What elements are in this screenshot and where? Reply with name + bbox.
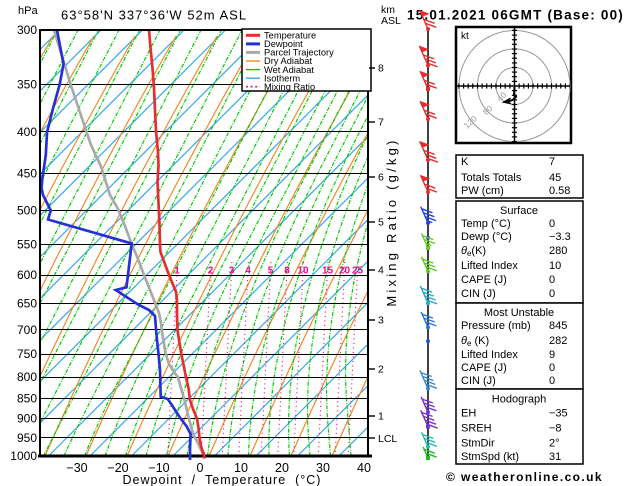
svg-text:CAPE (J): CAPE (J) [461, 274, 507, 286]
svg-text:Pressure (mb): Pressure (mb) [461, 320, 531, 332]
svg-text:7: 7 [378, 117, 384, 129]
svg-text:StmDir: StmDir [461, 438, 495, 450]
svg-text:25: 25 [352, 266, 364, 277]
svg-text:650: 650 [17, 297, 37, 311]
svg-text:750: 750 [17, 347, 37, 361]
svg-text:2: 2 [208, 266, 214, 277]
svg-text:−35: −35 [549, 408, 568, 420]
svg-text:0: 0 [549, 218, 555, 230]
svg-text:350: 350 [17, 78, 37, 92]
svg-text:450: 450 [17, 167, 37, 181]
svg-text:7: 7 [549, 156, 555, 168]
svg-text:15: 15 [322, 266, 334, 277]
svg-text:5: 5 [268, 266, 274, 277]
svg-text:km: km [381, 4, 395, 16]
svg-text:280: 280 [549, 245, 567, 257]
svg-text:−8: −8 [549, 423, 562, 435]
svg-text:Temp (°C): Temp (°C) [461, 218, 511, 230]
svg-text:© weatheronline.co.uk: © weatheronline.co.uk [446, 470, 603, 484]
svg-text:Surface: Surface [500, 205, 538, 217]
svg-text:282: 282 [549, 335, 567, 347]
svg-text:Dewpoint / Temperature (°C): Dewpoint / Temperature (°C) [123, 473, 322, 486]
svg-text:−20: −20 [107, 461, 128, 475]
svg-text:45: 45 [549, 172, 561, 184]
svg-text:31: 31 [549, 451, 561, 463]
svg-text:Hodograph: Hodograph [492, 394, 546, 406]
svg-text:Most Unstable: Most Unstable [484, 307, 554, 319]
svg-text:5: 5 [378, 217, 384, 229]
svg-text:3: 3 [378, 315, 384, 327]
svg-text:SREH: SREH [461, 423, 492, 435]
svg-text:20: 20 [275, 461, 289, 475]
svg-text:0: 0 [549, 362, 555, 374]
svg-text:Wet Adiabat: Wet Adiabat [264, 65, 314, 75]
svg-text:kt: kt [461, 31, 469, 42]
svg-text:0: 0 [197, 461, 204, 475]
svg-text:700: 700 [17, 323, 37, 337]
svg-text:−3.3: −3.3 [549, 231, 571, 243]
svg-text:hPa: hPa [18, 5, 38, 17]
svg-text:900: 900 [17, 412, 37, 426]
svg-text:Lifted Index: Lifted Index [461, 260, 518, 272]
svg-text:30: 30 [316, 461, 330, 475]
svg-text:Totals Totals: Totals Totals [461, 172, 522, 184]
svg-text:1: 1 [378, 411, 384, 423]
svg-text:CIN (J): CIN (J) [461, 288, 496, 300]
svg-text:300: 300 [17, 23, 37, 37]
svg-text:3: 3 [229, 266, 235, 277]
svg-text:θe(K): θe(K) [461, 245, 486, 258]
svg-text:8: 8 [378, 63, 384, 75]
svg-text:10: 10 [549, 260, 561, 272]
svg-text:800: 800 [17, 370, 37, 384]
svg-text:Parcel Trajectory: Parcel Trajectory [264, 48, 334, 58]
svg-text:500: 500 [17, 204, 37, 218]
svg-text:θe (K): θe (K) [461, 335, 489, 348]
svg-text:400: 400 [17, 125, 37, 139]
svg-text:Dewpoint: Dewpoint [264, 39, 303, 49]
svg-text:2: 2 [378, 364, 384, 376]
svg-text:9: 9 [549, 349, 555, 361]
svg-text:15.01.2021 06GMT (Base: 00): 15.01.2021 06GMT (Base: 00) [407, 8, 624, 23]
svg-text:1: 1 [174, 266, 180, 277]
svg-text:40: 40 [357, 461, 371, 475]
svg-text:10: 10 [234, 461, 248, 475]
svg-text:PW (cm): PW (cm) [461, 185, 504, 197]
svg-text:600: 600 [17, 268, 37, 282]
svg-text:Dry Adiabat: Dry Adiabat [264, 56, 312, 66]
svg-text:550: 550 [17, 238, 37, 252]
svg-text:K: K [461, 156, 469, 168]
svg-text:Dewp (°C): Dewp (°C) [461, 231, 512, 243]
svg-text:Lifted Index: Lifted Index [461, 349, 518, 361]
svg-text:CIN (J): CIN (J) [461, 375, 496, 387]
svg-text:LCL: LCL [378, 433, 397, 445]
svg-text:Isotherm: Isotherm [264, 73, 300, 83]
svg-text:0: 0 [549, 288, 555, 300]
svg-text:0: 0 [549, 274, 555, 286]
svg-text:EH: EH [461, 408, 476, 420]
svg-text:2°: 2° [549, 438, 560, 450]
svg-text:StmSpd (kt): StmSpd (kt) [461, 451, 519, 463]
svg-text:−10: −10 [148, 461, 169, 475]
svg-text:CAPE (J): CAPE (J) [461, 362, 507, 374]
svg-text:Mixing Ratio: Mixing Ratio [264, 82, 315, 92]
svg-text:Mixing Ratio (g/kg): Mixing Ratio (g/kg) [384, 137, 399, 306]
svg-text:20: 20 [339, 266, 351, 277]
svg-text:ASL: ASL [381, 15, 401, 27]
svg-text:0.58: 0.58 [549, 185, 570, 197]
svg-text:10: 10 [297, 266, 309, 277]
svg-text:8: 8 [284, 266, 290, 277]
svg-text:63°58'N 337°36'W 52m ASL: 63°58'N 337°36'W 52m ASL [61, 8, 247, 23]
svg-text:6: 6 [378, 172, 384, 184]
svg-text:−30: −30 [66, 461, 87, 475]
svg-text:4: 4 [245, 266, 251, 277]
svg-text:0: 0 [549, 375, 555, 387]
svg-text:950: 950 [17, 431, 37, 445]
svg-text:Temperature: Temperature [264, 31, 316, 41]
svg-text:845: 845 [549, 320, 567, 332]
svg-text:850: 850 [17, 392, 37, 406]
svg-text:4: 4 [378, 265, 384, 277]
svg-text:1000: 1000 [10, 449, 37, 463]
